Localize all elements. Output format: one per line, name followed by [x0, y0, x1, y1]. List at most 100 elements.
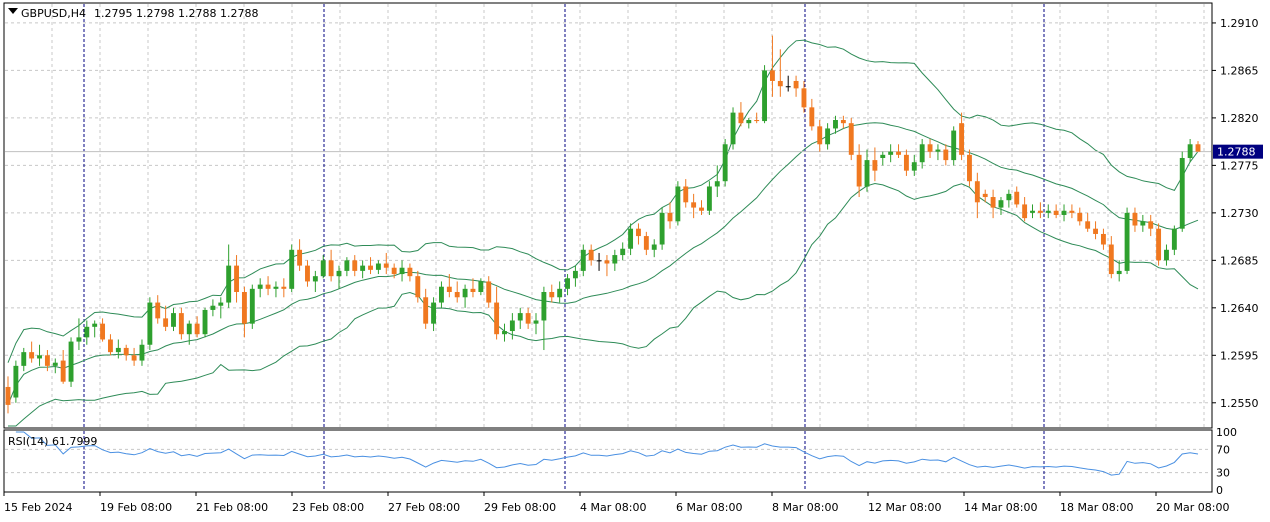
time-axis[interactable]: 15 Feb 2024 19 Feb 08:00 21 Feb 08:00 23 Fe… [3, 492, 1229, 514]
candle-body [21, 352, 27, 366]
price-pane[interactable] [3, 2, 1213, 429]
candle-body [431, 302, 437, 324]
candle-body [1053, 210, 1059, 215]
candle [344, 257, 350, 277]
candle-body [801, 88, 807, 108]
candle-body [856, 154, 862, 187]
rsi-period-separators [83, 431, 1045, 491]
candle [1171, 225, 1177, 256]
candle [305, 260, 310, 287]
candle-body [1037, 210, 1043, 213]
candle [454, 281, 460, 303]
candle [667, 202, 673, 229]
candle [1116, 260, 1122, 282]
bollinger-middle [7, 122, 1199, 406]
candle [777, 49, 783, 97]
price-axis[interactable]: 1.2910 1.2865 1.2820 1.2775 1.2730 1.2685 1.26… [1212, 17, 1259, 410]
candle [580, 244, 586, 277]
candle [1140, 214, 1146, 232]
time-axis-label: 14 Mar 08:00 [964, 501, 1037, 514]
candle-body [982, 193, 988, 198]
candle-body [636, 228, 641, 237]
candle-body [659, 212, 665, 245]
candle [320, 255, 326, 279]
candle-body [92, 323, 98, 327]
candle [572, 265, 578, 287]
candle [415, 270, 421, 303]
candle [494, 286, 500, 340]
candle [439, 281, 444, 308]
candle-body [352, 260, 358, 271]
candle [84, 320, 90, 345]
price-axis-label: 1.2865 [1220, 64, 1259, 77]
candle-body [762, 70, 767, 122]
price-axis-label: 1.2910 [1220, 17, 1259, 30]
candle-body [1108, 244, 1114, 275]
candle-body [998, 200, 1004, 208]
candle [730, 107, 736, 150]
candle [675, 181, 681, 226]
candle-body [44, 355, 50, 366]
candle-body [691, 202, 697, 208]
candle [557, 281, 563, 303]
candle [194, 316, 200, 338]
candle-body [1030, 210, 1035, 213]
candle-body [399, 267, 405, 275]
candle [636, 223, 641, 245]
candle-body [257, 284, 263, 289]
candle-body [147, 302, 153, 345]
candle-body [360, 265, 366, 271]
current-price-label: 1.2788 [1217, 146, 1256, 159]
candle [1100, 228, 1106, 250]
candle [100, 318, 106, 342]
candle-body [769, 70, 775, 81]
candle-body [249, 288, 255, 324]
candle [202, 307, 208, 338]
candle-body [848, 123, 854, 155]
candle [762, 65, 767, 124]
candle [171, 307, 176, 332]
candle [990, 189, 996, 219]
candle-body [872, 160, 878, 171]
candle [549, 284, 555, 303]
candle [833, 115, 838, 134]
candle-body [1045, 210, 1051, 213]
candle-body [967, 154, 972, 182]
candle-body [754, 120, 760, 122]
rsi-pane[interactable] [3, 429, 1213, 493]
candle [37, 344, 42, 366]
time-axis-label: 23 Feb 08:00 [292, 501, 364, 514]
candle-body [486, 281, 492, 303]
candle [699, 200, 704, 215]
candle [249, 284, 255, 329]
candle [163, 305, 169, 332]
rsi-axis-label: 30 [1216, 467, 1230, 480]
candle [651, 239, 657, 258]
candle [959, 112, 965, 161]
rsi-axis-label: 0 [1216, 484, 1223, 497]
candle-body [604, 260, 610, 264]
time-axis-label: 12 Mar 08:00 [868, 501, 941, 514]
candle-body [328, 260, 334, 277]
candle-body [1006, 193, 1012, 201]
candle-body [572, 270, 578, 279]
candle-body [809, 107, 815, 127]
candle-body [68, 341, 74, 382]
candle-body [722, 144, 728, 182]
candle-body [777, 80, 783, 87]
candle [1045, 204, 1051, 219]
candle [478, 278, 484, 296]
time-axis-label: 20 Mar 08:00 [1156, 501, 1229, 514]
candle [68, 337, 74, 387]
candle-body [817, 126, 823, 145]
rsi-axis-label: 100 [1216, 426, 1237, 439]
candle-body [186, 323, 192, 335]
candle [139, 339, 145, 366]
chevron-down-icon[interactable] [8, 8, 18, 14]
candle [706, 181, 712, 215]
time-axis-label: 29 Feb 08:00 [484, 501, 556, 514]
candle [297, 239, 303, 271]
candle [1132, 207, 1138, 232]
